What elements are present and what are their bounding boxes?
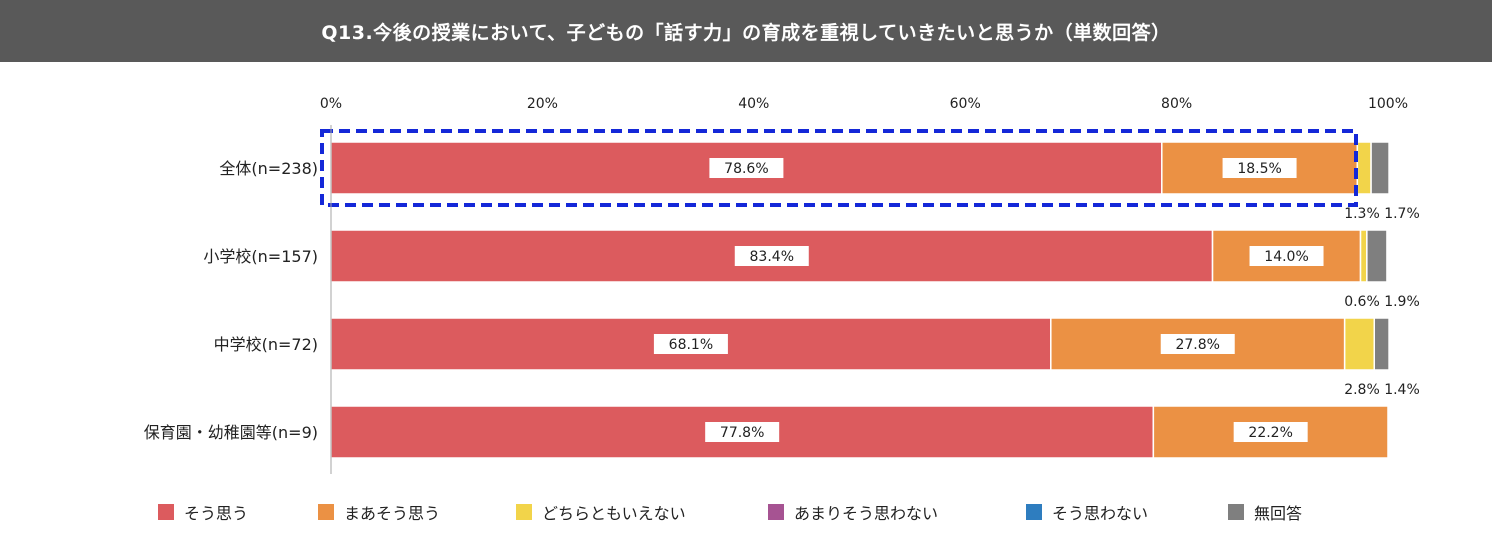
legend-item: 無回答 — [1228, 500, 1302, 524]
data-label: 18.5% — [1237, 161, 1281, 177]
category-labels: 全体(n=238) 小学校(n=157) 中学校(n=72) 保育園・幼稚園等(n=9… — [144, 159, 318, 442]
data-label-box — [1222, 158, 1297, 178]
legend-swatch — [158, 504, 174, 520]
data-label-box — [1233, 422, 1308, 442]
category-label: 全体(n=238) — [219, 159, 318, 178]
data-label-outside: 1.7% — [1384, 206, 1420, 222]
legend-item: まあそう思う — [318, 500, 440, 524]
category-label: 保育園・幼稚園等(n=9) — [144, 423, 318, 442]
data-label-box — [653, 334, 728, 354]
highlight-dashed-box — [320, 129, 1358, 207]
x-tick-label: 40% — [738, 96, 769, 112]
legend-item: あまりそう思わない — [768, 500, 938, 524]
data-label: 77.8% — [720, 425, 764, 441]
legend-label: そう思わない — [1052, 504, 1149, 523]
legend-swatch — [1228, 504, 1244, 520]
x-tick-label: 100% — [1368, 96, 1408, 112]
legend-item: そう思う — [158, 500, 248, 524]
x-tick-label: 80% — [1161, 96, 1192, 112]
legend-label: まあそう思う — [344, 504, 441, 523]
legend-item: どちらともいえない — [516, 500, 686, 524]
data-label: 83.4% — [750, 249, 794, 265]
data-label-box — [709, 158, 784, 178]
bar-segment — [1356, 141, 1372, 195]
legend-swatch — [516, 504, 532, 520]
legend-swatch — [318, 504, 334, 520]
x-tick-label: 0% — [320, 96, 342, 112]
data-label-box — [705, 422, 780, 442]
bars — [330, 141, 1390, 459]
category-label: 中学校(n=72) — [214, 335, 318, 354]
data-label: 22.2% — [1248, 425, 1292, 441]
legend-label: あまりそう思わない — [794, 504, 939, 523]
legend-label: そう思う — [184, 504, 249, 523]
bar-segment — [1343, 317, 1376, 371]
legend-label: 無回答 — [1254, 504, 1303, 523]
chart-title: Q13.今後の授業において、子どもの「話す力」の育成を重視していきたいと思うか（… — [0, 0, 1492, 62]
x-axis-ticks: 0% 20% 40% 60% 80% 100% — [320, 96, 1408, 112]
data-label-outside: 1.4% — [1384, 382, 1420, 398]
data-label: 68.1% — [669, 337, 713, 353]
bar-segment — [1211, 229, 1362, 283]
data-label-outside: 2.8% — [1344, 382, 1380, 398]
data-label-outside: 1.3% — [1344, 206, 1380, 222]
highlight-box — [320, 129, 1358, 207]
data-label-box — [1160, 334, 1235, 354]
data-label-box — [1249, 246, 1324, 266]
stacked-bar-chart: 0% 20% 40% 60% 80% 100% 全体(n=238) 小学校(n=157) 中学… — [144, 96, 1420, 474]
x-tick-label: 60% — [950, 96, 981, 112]
data-label-outside: 1.9% — [1384, 294, 1420, 310]
bar-segment — [1050, 317, 1346, 371]
legend-item: そう思わない — [1026, 500, 1148, 524]
legend-label: どちらともいえない — [542, 504, 686, 523]
data-label: 78.6% — [724, 161, 768, 177]
data-label-outside: 0.6% — [1344, 294, 1380, 310]
bar-segment — [1370, 141, 1390, 195]
bar-segment — [1366, 229, 1388, 283]
data-label-box — [734, 246, 809, 266]
legend: そう思う まあそう思う どちらともいえない あまりそう思わない そう思わない 無回答 — [0, 494, 1492, 524]
legend-swatch — [768, 504, 784, 520]
data-labels: 78.6% 18.5% 1.3% 1.7% 83.4% 14.0% 0.6% 1.9% 68.1… — [653, 158, 1420, 442]
x-tick-label: 20% — [527, 96, 558, 112]
category-label: 小学校(n=157) — [203, 247, 318, 266]
bar-segment — [1359, 229, 1368, 283]
legend-swatch — [1026, 504, 1042, 520]
data-label: 14.0% — [1264, 249, 1308, 265]
data-label: 27.8% — [1175, 337, 1219, 353]
bar-segment — [1373, 317, 1390, 371]
